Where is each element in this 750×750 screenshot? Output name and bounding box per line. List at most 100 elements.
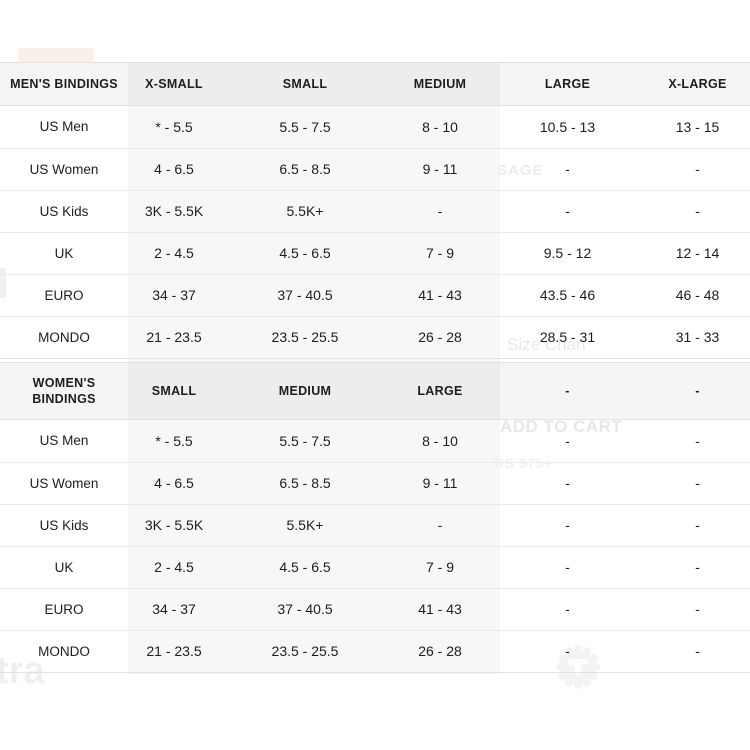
background-smudge	[0, 268, 6, 298]
size-value-cell: 3K - 5.5K	[144, 203, 204, 220]
size-value-cell: -	[565, 432, 570, 449]
size-value-cell: 2 - 4.5	[154, 559, 194, 576]
table-row: US Kids 3K - 5.5K 5.5K+ - - -	[0, 190, 750, 232]
size-value-cell: 34 - 37	[152, 287, 196, 304]
row-label: US Men	[39, 433, 89, 449]
size-value-cell: 10.5 - 13	[539, 118, 596, 135]
column-header: -	[565, 383, 570, 398]
size-value-cell: 2 - 4.5	[154, 245, 194, 262]
table-row: UK 2 - 4.5 4.5 - 6.5 7 - 9 - -	[0, 546, 750, 588]
watermark-add-to-cart-text: ADD TO CART	[500, 417, 623, 436]
row-label: US Women	[29, 161, 99, 177]
column-header: SMALL	[282, 76, 328, 91]
size-value-cell: -	[565, 601, 570, 618]
womens-table-body: US Men * - 5.5 5.5 - 7.5 8 - 10 - - US Women 4 …	[0, 420, 750, 672]
size-value-cell: -	[695, 475, 700, 492]
size-value-cell: -	[565, 559, 570, 576]
size-value-cell: -	[437, 517, 443, 534]
size-value-cell: 3K - 5.5K	[144, 517, 204, 534]
size-value-cell: 8 - 10	[422, 118, 458, 135]
table-title: MEN'S BINDINGS	[10, 76, 118, 91]
size-value-cell: 26 - 28	[418, 329, 462, 346]
size-value-cell: 37 - 40.5	[277, 287, 333, 304]
size-value-cell: 46 - 48	[675, 287, 720, 304]
column-header: X-LARGE	[668, 76, 727, 91]
size-value-cell: 5.5K+	[286, 203, 324, 220]
size-value-cell: 6.5 - 8.5	[279, 161, 331, 178]
size-value-cell: * - 5.5	[155, 432, 193, 449]
size-value-cell: -	[695, 643, 700, 660]
column-header: MEDIUM	[278, 383, 332, 398]
size-value-cell: 13 - 15	[675, 118, 720, 135]
size-value-cell: 21 - 23.5	[146, 643, 202, 660]
size-value-cell: 8 - 10	[422, 432, 458, 449]
size-value-cell: 5.5 - 7.5	[279, 118, 331, 135]
watermark-sage-text: SAGE	[497, 162, 544, 179]
watermark-shipping-text: RS $75+	[494, 455, 553, 471]
size-value-cell: * - 5.5	[155, 118, 193, 135]
size-value-cell: 9 - 11	[422, 475, 458, 492]
background-product-image-band	[128, 62, 500, 674]
womens-table-header-row: WOMEN'S BINDINGS SMALL MEDIUM LARGE - -	[0, 363, 750, 420]
size-value-cell: 28.5 - 31	[539, 329, 596, 346]
table-row: US Kids 3K - 5.5K 5.5K+ - - -	[0, 504, 750, 546]
row-label: EURO	[44, 601, 84, 617]
row-label: MONDO	[38, 643, 90, 659]
table-row: US Women 4 - 6.5 6.5 - 8.5 9 - 11 - -	[0, 462, 750, 504]
row-label: EURO	[44, 287, 84, 303]
watermark-size-chart-text: Size Chart	[507, 335, 587, 354]
size-value-cell: 6.5 - 8.5	[279, 475, 331, 492]
size-value-cell: 37 - 40.5	[277, 601, 333, 618]
table-row: MONDO 21 - 23.5 23.5 - 25.5 26 - 28 - -	[0, 630, 750, 672]
size-value-cell: -	[695, 517, 700, 534]
table-row: EURO 34 - 37 37 - 40.5 41 - 43 43.5 - 46 46 -…	[0, 274, 750, 316]
size-value-cell: 4.5 - 6.5	[279, 559, 331, 576]
size-value-cell: -	[565, 517, 570, 534]
womens-bindings-size-table: WOMEN'S BINDINGS SMALL MEDIUM LARGE - - US Me…	[0, 362, 750, 673]
table-row: EURO 34 - 37 37 - 40.5 41 - 43 - -	[0, 588, 750, 630]
row-label: US Kids	[39, 517, 89, 533]
mens-table-header-row: MEN'S BINDINGS X-SMALL SMALL MEDIUM LARGE X-L…	[0, 63, 750, 106]
size-value-cell: -	[695, 432, 700, 449]
table-row: US Women 4 - 6.5 6.5 - 8.5 9 - 11 - -	[0, 148, 750, 190]
size-value-cell: 41 - 43	[418, 601, 462, 618]
table-row: MONDO 21 - 23.5 23.5 - 25.5 26 - 28 28.5 - 3…	[0, 316, 750, 358]
size-value-cell: 41 - 43	[418, 287, 462, 304]
row-label: US Women	[29, 475, 99, 491]
size-value-cell: 5.5K+	[286, 517, 324, 534]
size-value-cell: -	[695, 203, 700, 220]
column-header: MEDIUM	[413, 76, 467, 91]
size-value-cell: -	[437, 203, 443, 220]
table-row: US Men * - 5.5 5.5 - 7.5 8 - 10 - -	[0, 420, 750, 462]
table-title: WOMEN'S BINDINGS	[32, 375, 96, 406]
mens-table-body: US Men * - 5.5 5.5 - 7.5 8 - 10 10.5 - 13 13 …	[0, 106, 750, 358]
size-value-cell: 23.5 - 25.5	[271, 329, 339, 346]
row-label: UK	[54, 245, 74, 261]
row-label: UK	[54, 559, 74, 575]
background-photo-fragment	[18, 48, 94, 62]
size-value-cell: -	[565, 475, 570, 492]
size-value-cell: 23.5 - 25.5	[271, 643, 339, 660]
size-value-cell: 4.5 - 6.5	[279, 245, 331, 262]
size-value-cell: 4 - 6.5	[154, 161, 194, 178]
size-value-cell: 7 - 9	[425, 245, 454, 262]
column-header: SMALL	[151, 383, 197, 398]
size-value-cell: 43.5 - 46	[539, 287, 596, 304]
table-row: UK 2 - 4.5 4.5 - 6.5 7 - 9 9.5 - 12 12 - 14	[0, 232, 750, 274]
size-value-cell: 31 - 33	[675, 329, 720, 346]
column-header: LARGE	[544, 76, 591, 91]
size-value-cell: 9 - 11	[422, 161, 458, 178]
badge-seal-icon	[556, 645, 600, 689]
size-value-cell: -	[565, 203, 570, 220]
column-header: X-SMALL	[145, 76, 203, 91]
watermark-brand-fragment-text: tra	[0, 650, 45, 692]
size-value-cell: 26 - 28	[418, 643, 462, 660]
size-value-cell: 5.5 - 7.5	[279, 432, 331, 449]
column-header: -	[695, 383, 700, 398]
size-value-cell: -	[695, 559, 700, 576]
size-value-cell: 12 - 14	[675, 245, 720, 262]
table-row: US Men * - 5.5 5.5 - 7.5 8 - 10 10.5 - 13 13 …	[0, 106, 750, 148]
row-label: US Kids	[39, 203, 89, 219]
